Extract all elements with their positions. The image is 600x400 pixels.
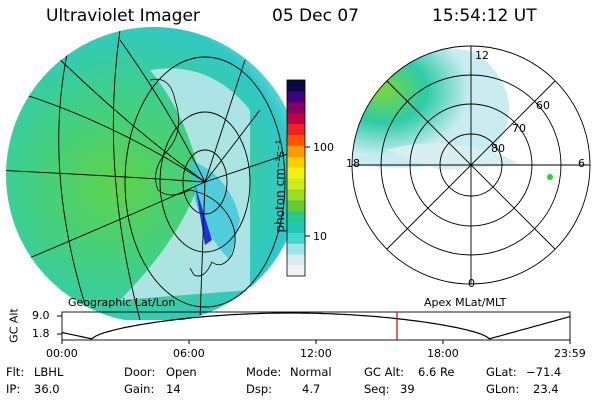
gcalt-label: GC Alt:	[364, 365, 405, 379]
gcalt-value: 6.6 Re	[418, 365, 455, 379]
colorbar-segment	[287, 101, 305, 114]
colorbar-segment	[287, 221, 305, 233]
colorbar-segment	[287, 156, 305, 168]
colorbar-tick-label-10: 10	[313, 230, 327, 243]
colorbar-segment	[287, 232, 305, 244]
colorbar	[287, 80, 305, 277]
mode-label: Mode:	[246, 365, 282, 379]
colorbar-segment	[287, 188, 305, 201]
date-label: 05 Dec 07	[272, 6, 359, 26]
dsp-label: Dsp:	[246, 382, 273, 396]
mlat-label-70: 70	[512, 122, 526, 135]
aurora-spot	[547, 174, 553, 180]
door-label: Door:	[124, 365, 156, 379]
mlat-label-80: 80	[491, 142, 505, 155]
ip-value: 36.0	[34, 382, 60, 396]
colorbar-label: photon cm⁻²s⁻¹	[273, 139, 287, 233]
glat-label: GLat:	[486, 365, 517, 379]
colorbar-segment	[287, 167, 305, 179]
colorbar-segment	[287, 145, 305, 157]
colorbar-frame	[286, 79, 306, 277]
colorbar-segment	[287, 265, 305, 277]
colorbar-segment	[287, 254, 305, 266]
colorbar-tick-label-100: 100	[313, 141, 334, 154]
colorbar-segment	[287, 90, 305, 103]
ip-label: IP:	[6, 382, 21, 396]
gain-value: 14	[166, 382, 181, 396]
colorbar-segment	[287, 123, 305, 135]
mlat-label-60: 60	[536, 99, 550, 112]
filter-label: Flt:	[6, 365, 25, 379]
seq-value: 39	[400, 382, 415, 396]
orbit-xtick-1200: 12:00	[300, 347, 332, 360]
mode-value: Normal	[290, 365, 332, 379]
orbit-xtick-1800: 18:00	[427, 347, 459, 360]
orbit-ylabel: GC Alt	[7, 308, 21, 343]
orbit-xtick-2359: 23:59	[554, 347, 586, 360]
colorbar-segment	[287, 178, 305, 190]
orbit-xtick-0600: 06:00	[173, 347, 205, 360]
colorbar-segment	[287, 134, 305, 146]
colorbar-segment	[287, 243, 305, 255]
orbit-ytick-9: 9.0	[32, 309, 50, 322]
orbit-xtick-0000: 00:00	[46, 347, 78, 360]
colorbar-segment	[287, 112, 305, 125]
glon-label: GLon:	[486, 382, 520, 396]
colorbar-segment	[287, 199, 305, 212]
mlt-label-18: 18	[346, 157, 360, 170]
time-label: 15:54:12 UT	[432, 6, 537, 26]
apex-caption: Apex MLat/MLT	[424, 296, 507, 309]
orbit-ytick-1-8: 1.8	[32, 327, 50, 340]
mlt-label-0: 0	[468, 277, 475, 290]
instrument-title: Ultraviolet Imager	[46, 6, 200, 26]
mlt-label-12: 12	[475, 49, 489, 62]
filter-value: LBHL	[34, 365, 64, 379]
seq-label: Seq:	[364, 382, 390, 396]
gain-label: Gain:	[124, 382, 155, 396]
geographic-image	[6, 27, 302, 321]
magnetic-polar-image	[351, 45, 591, 285]
mlt-label-6: 6	[578, 157, 585, 170]
orbit-altitude-curve	[61, 312, 571, 340]
colorbar-segment	[287, 80, 305, 92]
colorbar-segment	[287, 210, 305, 223]
door-value: Open	[166, 365, 197, 379]
dsp-value: 4.7	[302, 382, 321, 396]
glat-value: −71.4	[526, 365, 562, 379]
orbit-altitude-plot	[57, 311, 571, 344]
geographic-caption: Geographic Lat/Lon	[68, 296, 176, 309]
glon-value: 23.4	[533, 382, 559, 396]
